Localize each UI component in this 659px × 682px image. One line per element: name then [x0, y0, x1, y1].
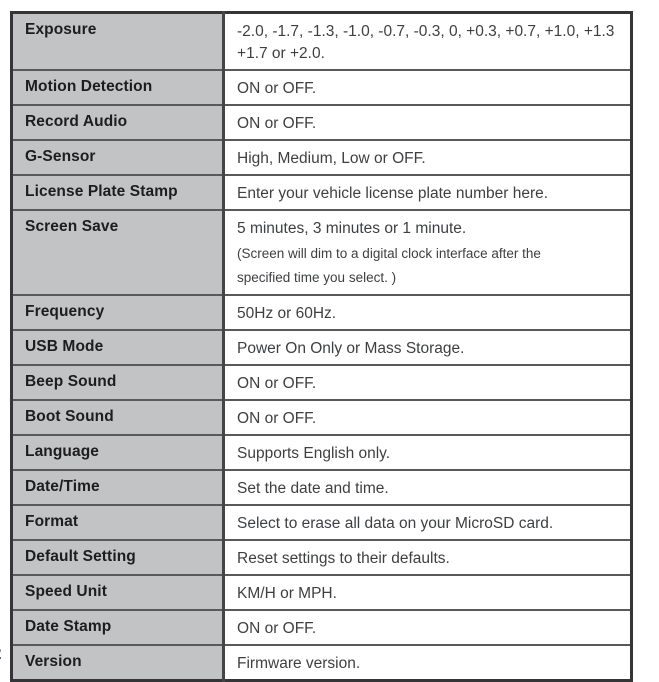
- table-row: Version Firmware version.: [10, 644, 633, 682]
- setting-description-cell: Enter your vehicle license plate number …: [222, 174, 633, 211]
- setting-description-cell: ON or OFF.: [222, 399, 633, 436]
- setting-note: (Screen will dim to a digital clock inte…: [237, 246, 541, 285]
- setting-description-cell: High, Medium, Low or OFF.: [222, 139, 633, 176]
- setting-description-cell: Set the date and time.: [222, 469, 633, 506]
- setting-name-cell: Record Audio: [10, 104, 226, 141]
- setting-description-cell: Select to erase all data on your MicroSD…: [222, 504, 633, 541]
- setting-description-cell: -2.0, -1.7, -1.3, -1.0, -0.7, -0.3, 0, +…: [222, 11, 633, 71]
- table-row: Language Supports English only.: [10, 434, 633, 471]
- setting-name-cell: USB Mode: [10, 329, 226, 366]
- table-row: Date/Time Set the date and time.: [10, 469, 633, 506]
- setting-description-cell: ON or OFF.: [222, 364, 633, 401]
- setting-description-cell: 50Hz or 60Hz.: [222, 294, 633, 331]
- settings-table: Exposure -2.0, -1.7, -1.3, -1.0, -0.7, -…: [10, 11, 633, 682]
- table-row: Exposure -2.0, -1.7, -1.3, -1.0, -0.7, -…: [10, 11, 633, 71]
- setting-name-cell: Frequency: [10, 294, 226, 331]
- setting-name-cell: Boot Sound: [10, 399, 226, 436]
- table-row: Date Stamp ON or OFF.: [10, 609, 633, 646]
- setting-description-cell: Supports English only.: [222, 434, 633, 471]
- table-row: USB Mode Power On Only or Mass Storage.: [10, 329, 633, 366]
- table-row: Record Audio ON or OFF.: [10, 104, 633, 141]
- table-row: Motion Detection ON or OFF.: [10, 69, 633, 106]
- setting-name-cell: Screen Save: [10, 209, 226, 296]
- setting-name-cell: Default Setting: [10, 539, 226, 576]
- table-row: Boot Sound ON or OFF.: [10, 399, 633, 436]
- setting-description-cell: Power On Only or Mass Storage.: [222, 329, 633, 366]
- setting-description-cell: Reset settings to their defaults.: [222, 539, 633, 576]
- table-row: Screen Save 5 minutes, 3 minutes or 1 mi…: [10, 209, 633, 296]
- setting-name-cell: Version: [10, 644, 226, 682]
- table-row: License Plate Stamp Enter your vehicle l…: [10, 174, 633, 211]
- setting-description-cell: 5 minutes, 3 minutes or 1 minute. (Scree…: [222, 209, 633, 296]
- setting-name-cell: Exposure: [10, 11, 226, 71]
- setting-name-cell: License Plate Stamp: [10, 174, 226, 211]
- setting-description-cell: ON or OFF.: [222, 69, 633, 106]
- table-row: Frequency 50Hz or 60Hz.: [10, 294, 633, 331]
- setting-name-cell: Beep Sound: [10, 364, 226, 401]
- setting-name-cell: Date Stamp: [10, 609, 226, 646]
- setting-description-cell: Firmware version.: [222, 644, 633, 682]
- setting-description-cell: KM/H or MPH.: [222, 574, 633, 611]
- setting-description-cell: ON or OFF.: [222, 609, 633, 646]
- setting-description-text: 5 minutes, 3 minutes or 1 minute.: [237, 220, 467, 237]
- setting-name-cell: Date/Time: [10, 469, 226, 506]
- table-row: G-Sensor High, Medium, Low or OFF.: [10, 139, 633, 176]
- setting-description-cell: ON or OFF.: [222, 104, 633, 141]
- setting-name-cell: Speed Unit: [10, 574, 226, 611]
- setting-name-cell: Format: [10, 504, 226, 541]
- setting-name-cell: G-Sensor: [10, 139, 226, 176]
- table-row: Beep Sound ON or OFF.: [10, 364, 633, 401]
- setting-name-cell: Motion Detection: [10, 69, 226, 106]
- table-row: Format Select to erase all data on your …: [10, 504, 633, 541]
- page-number: 2: [0, 644, 1, 664]
- setting-name-cell: Language: [10, 434, 226, 471]
- table-row: Speed Unit KM/H or MPH.: [10, 574, 633, 611]
- table-row: Default Setting Reset settings to their …: [10, 539, 633, 576]
